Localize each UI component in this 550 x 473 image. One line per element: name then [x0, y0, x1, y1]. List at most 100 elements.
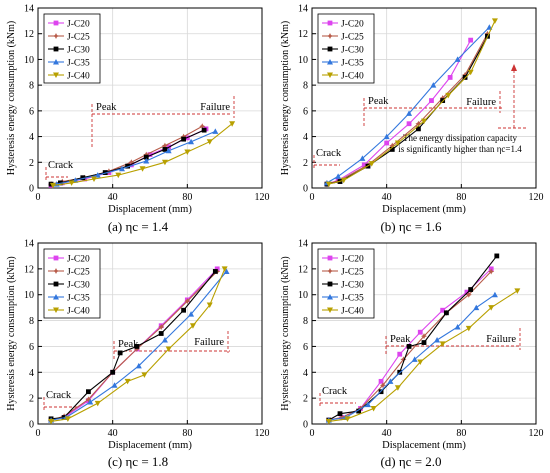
y-tick-label: 14: [24, 239, 34, 250]
legend-label: J-C25: [341, 268, 364, 278]
series-j-c35: [53, 128, 219, 187]
data-point: [201, 127, 207, 133]
data-point: [378, 378, 384, 384]
y-tick-label: 2: [29, 394, 34, 405]
data-point: [337, 411, 343, 417]
series-line: [326, 33, 488, 185]
data-point: [415, 120, 422, 127]
legend-swatch-marker: [53, 294, 59, 300]
series-j-c35: [325, 291, 498, 423]
data-point: [491, 18, 498, 24]
data-point: [467, 69, 474, 76]
x-tick-label: 120: [255, 192, 270, 203]
legend-label: J-C30: [67, 281, 90, 291]
x-axis-title: Displacement (mm): [382, 440, 466, 451]
data-point: [421, 340, 427, 345]
data-point: [379, 382, 386, 389]
data-point: [139, 166, 146, 172]
data-point: [125, 163, 130, 169]
legend-swatch-marker: [327, 281, 333, 287]
plot-frame: [311, 7, 537, 189]
data-point: [340, 177, 347, 184]
data-point: [440, 307, 446, 313]
data-point: [406, 121, 412, 127]
data-point: [429, 98, 434, 103]
data-point: [68, 180, 75, 186]
legend: J-C20 J-C25 J-C30 J-C35 J-C40: [317, 248, 375, 319]
legend-swatch-marker: [53, 59, 59, 65]
data-point: [444, 310, 449, 316]
data-point: [64, 416, 71, 422]
data-point: [133, 346, 140, 353]
y-tick-label: 10: [24, 55, 34, 66]
crack-annotation: Crack: [46, 390, 72, 401]
data-point: [411, 356, 418, 362]
data-point: [389, 147, 395, 152]
series-j-c40: [325, 288, 521, 425]
y-tick-label: 10: [298, 290, 308, 301]
panel-caption: (a) ηc = 1.4: [108, 219, 169, 234]
legend-label: J-C35: [67, 294, 90, 304]
legend-swatch-marker: [327, 46, 333, 52]
legend-label: J-C35: [341, 59, 364, 69]
data-point: [161, 336, 168, 343]
data-point: [184, 298, 191, 305]
panel-caption: (d) ηc = 2.0: [380, 454, 441, 469]
data-point: [161, 159, 168, 166]
x-tick-label: 40: [108, 428, 118, 439]
data-point: [86, 389, 91, 395]
data-point: [94, 400, 101, 407]
legend-label: J-C35: [67, 59, 90, 69]
legend-swatch-marker: [53, 20, 59, 26]
chart-panel-0: 0 40 80 120 0 2 4 6 8 10 12 14 Displacement (mm) Hyst…: [6, 4, 270, 235]
data-point: [124, 378, 131, 385]
plot-frame: [311, 242, 537, 425]
legend-label: J-C25: [67, 268, 90, 278]
x-tick-label: 80: [456, 428, 466, 439]
data-point: [325, 181, 332, 188]
data-point: [325, 418, 332, 425]
data-point: [110, 369, 116, 375]
data-point: [389, 142, 396, 149]
data-point: [181, 307, 186, 313]
data-point: [206, 302, 213, 309]
data-point: [115, 172, 122, 179]
data-point: [158, 331, 164, 336]
data-point: [462, 71, 469, 78]
data-point: [468, 287, 474, 292]
data-point: [484, 30, 491, 37]
data-point: [491, 291, 498, 298]
note-arrow-head: [511, 64, 517, 71]
failure-annotation: Failure: [194, 337, 224, 348]
data-point: [454, 324, 461, 330]
data-point: [417, 359, 424, 365]
data-point: [143, 158, 150, 164]
data-point: [488, 305, 495, 311]
y-tick-label: 0: [29, 184, 34, 195]
data-point: [128, 159, 135, 166]
x-axis-title: Displacement (mm): [108, 204, 192, 215]
data-point: [417, 329, 423, 335]
data-point: [143, 154, 149, 160]
series-line: [328, 255, 498, 421]
data-point: [439, 95, 446, 101]
legend-swatch-marker: [327, 268, 333, 274]
series-line: [328, 20, 496, 185]
y-tick-label: 2: [303, 394, 308, 405]
data-point: [400, 356, 407, 363]
data-point: [189, 323, 196, 329]
x-axis-title: Displacement (mm): [108, 440, 192, 451]
data-point: [468, 37, 474, 43]
legend-label: J-C40: [341, 307, 364, 317]
data-point: [135, 362, 142, 369]
x-tick-label: 80: [182, 192, 192, 203]
series-j-c40: [48, 266, 228, 425]
legend-swatch-marker: [327, 72, 333, 78]
y-tick-label: 4: [303, 368, 308, 379]
x-tick-label: 0: [36, 192, 41, 203]
data-point: [488, 268, 495, 275]
data-point: [49, 182, 56, 189]
data-point: [473, 304, 480, 311]
legend-swatch-marker: [327, 255, 333, 261]
series-line: [326, 26, 490, 184]
